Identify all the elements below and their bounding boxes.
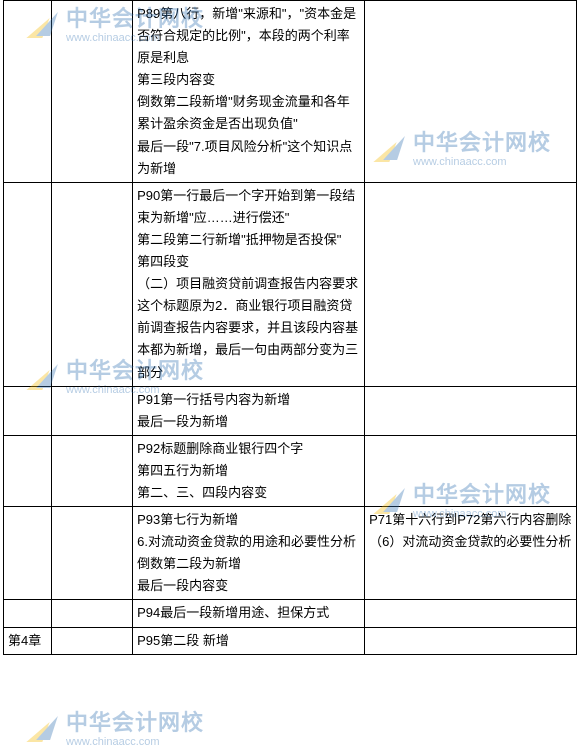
table-cell bbox=[52, 600, 133, 627]
table-cell: P94最后一段新增用途、担保方式 bbox=[133, 600, 365, 627]
table-row: P91第一行括号内容为新增最后一段为新增 bbox=[4, 386, 577, 435]
table-cell bbox=[52, 435, 133, 506]
document-table: P89第八行，新增"来源和"，"资本金是否符合规定的比例"，本段的两个利率原是利… bbox=[3, 0, 577, 655]
table-cell: P93第七行为新增6.对流动资金贷款的用途和必要性分析倒数第二段为新增最后一段内… bbox=[133, 507, 365, 600]
watermark-en-text: www.chinaacc.com bbox=[66, 736, 204, 749]
table-cell bbox=[4, 182, 52, 386]
table-cell bbox=[52, 182, 133, 386]
table-cell: P95第二段 新增 bbox=[133, 627, 365, 654]
table-row: P90第一行最后一个字开始到第一段结束为新增"应……进行偿还"第二段第二行新增"… bbox=[4, 182, 577, 386]
table-cell bbox=[52, 507, 133, 600]
table-cell bbox=[52, 627, 133, 654]
table-cell bbox=[4, 435, 52, 506]
table-cell bbox=[365, 386, 577, 435]
watermark-cn-text: 中华会计网校 bbox=[66, 712, 204, 734]
table-cell bbox=[52, 386, 133, 435]
table-cell bbox=[4, 386, 52, 435]
table-cell bbox=[365, 627, 577, 654]
table-row: P92标题删除商业银行四个字第四五行为新增第二、三、四段内容变 bbox=[4, 435, 577, 506]
table-cell bbox=[365, 600, 577, 627]
table-row: P94最后一段新增用途、担保方式 bbox=[4, 600, 577, 627]
table-cell bbox=[52, 1, 133, 183]
table-cell bbox=[365, 182, 577, 386]
table-cell bbox=[4, 1, 52, 183]
table-cell: P92标题删除商业银行四个字第四五行为新增第二、三、四段内容变 bbox=[133, 435, 365, 506]
table-cell bbox=[365, 435, 577, 506]
table-cell: P89第八行，新增"来源和"，"资本金是否符合规定的比例"，本段的两个利率原是利… bbox=[133, 1, 365, 183]
table-cell: 第4章 bbox=[4, 627, 52, 654]
table-row: P89第八行，新增"来源和"，"资本金是否符合规定的比例"，本段的两个利率原是利… bbox=[4, 1, 577, 183]
table-cell: P91第一行括号内容为新增最后一段为新增 bbox=[133, 386, 365, 435]
table-cell: P71第十六行到P72第六行内容删除（6）对流动资金贷款的必要性分析 bbox=[365, 507, 577, 600]
logo-icon bbox=[30, 716, 64, 746]
table-cell: P90第一行最后一个字开始到第一段结束为新增"应……进行偿还"第二段第二行新增"… bbox=[133, 182, 365, 386]
table-row: 第4章 P95第二段 新增 bbox=[4, 627, 577, 654]
table-cell bbox=[4, 507, 52, 600]
watermark-logo: 中华会计网校 www.chinaacc.com bbox=[30, 712, 204, 749]
table-cell bbox=[4, 600, 52, 627]
table-cell bbox=[365, 1, 577, 183]
table-row: P93第七行为新增6.对流动资金贷款的用途和必要性分析倒数第二段为新增最后一段内… bbox=[4, 507, 577, 600]
